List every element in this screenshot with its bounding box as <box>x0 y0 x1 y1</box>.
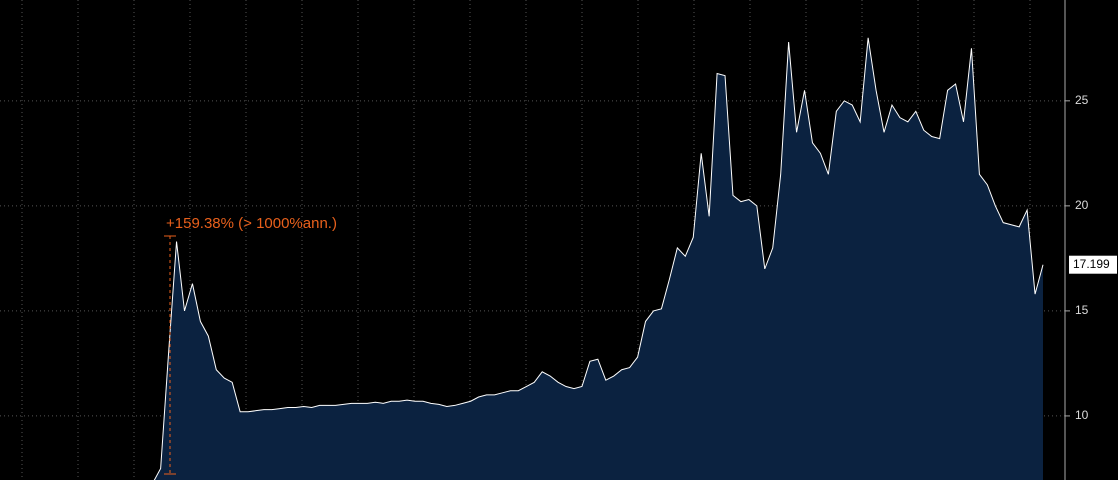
line <box>153 37 1044 480</box>
area <box>105 37 1043 480</box>
last-value-box <box>1069 255 1117 274</box>
y-tick-label: 10 <box>1075 408 1089 422</box>
y-tick-label: 15 <box>1075 303 1089 317</box>
plot <box>105 37 1044 480</box>
last-value-label: 17.199 <box>1073 257 1110 271</box>
annotation: +159.38% (> 1000%ann.) <box>166 215 337 232</box>
y-tick-label: 20 <box>1075 198 1089 212</box>
annotation-bracket <box>164 235 176 475</box>
y-tick-label: 25 <box>1075 93 1089 107</box>
